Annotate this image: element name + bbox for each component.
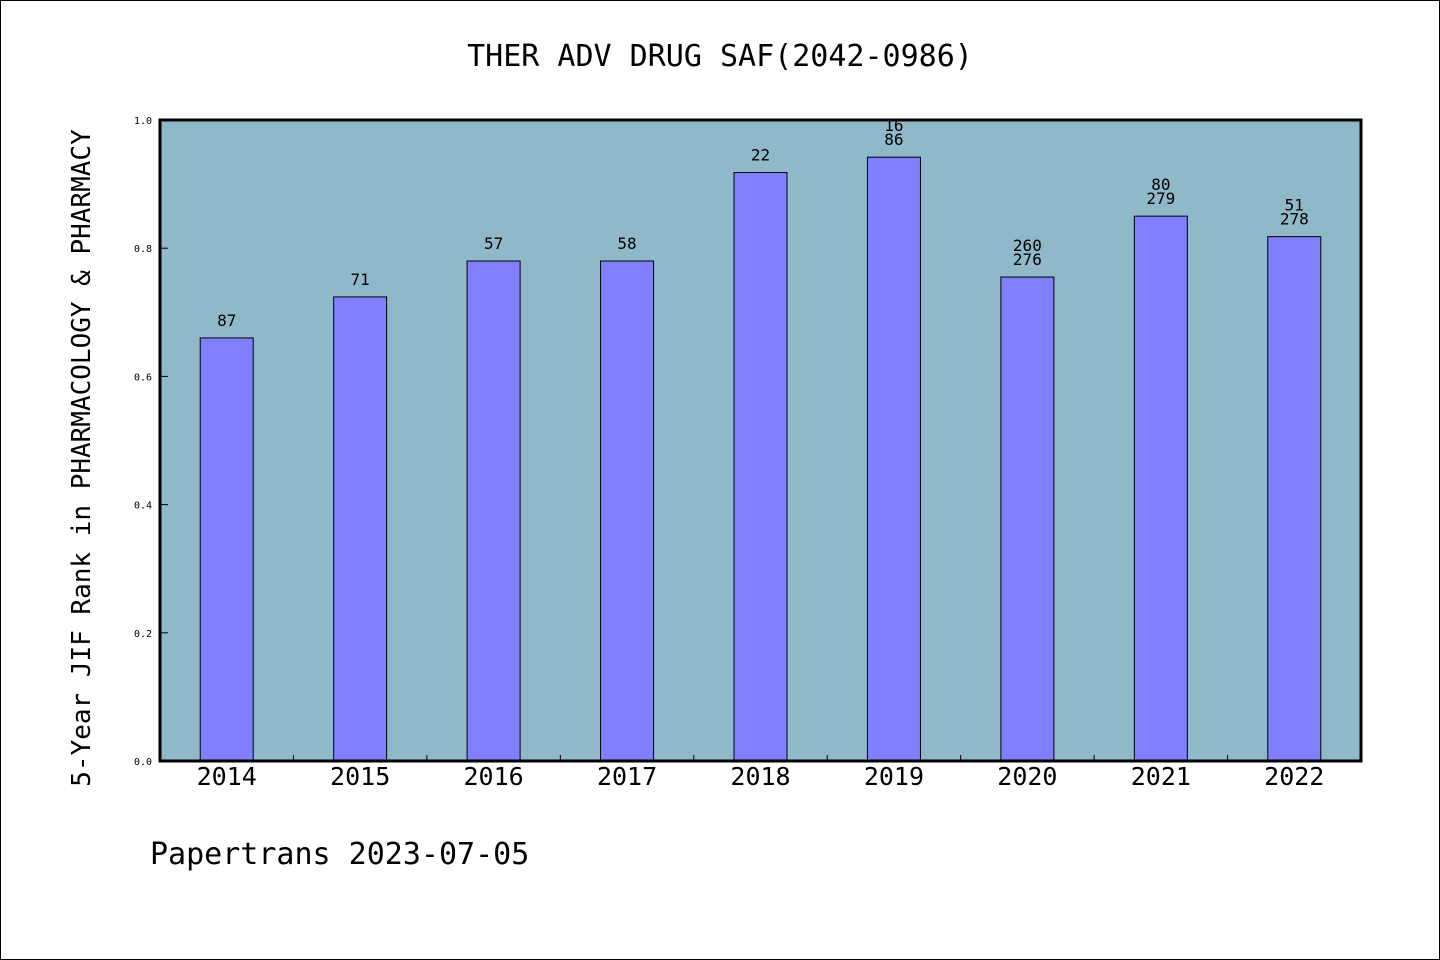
plot-border [158,118,1363,763]
footer-text: Papertrans 2023-07-05 [150,837,529,872]
bar-2019 [866,156,921,762]
bar-2017 [600,260,655,762]
data-label: 80 [1151,175,1170,194]
x-tick-label: 2017 [597,762,657,791]
y-tick-label: 0.2 [134,629,152,640]
bar-2021 [1133,215,1188,762]
data-label: 86 [884,130,903,149]
x-tick-label: 2020 [997,762,1057,791]
bar-2020 [1000,276,1055,762]
x-tick-label: 2019 [864,762,924,791]
axis-ticks-group: 2014 2015 2016 2017 2018 2019 2020 2021 2022 0.0 0… [134,116,1324,791]
y-tick-label: 0.4 [134,501,152,512]
x-tick-label: 2021 [1131,762,1191,791]
bar-2016 [466,260,521,762]
data-label: 71 [351,270,370,289]
x-tick-label: 2018 [730,762,790,791]
data-label: 22 [751,146,770,165]
x-tick-label: 2015 [330,762,390,791]
data-label: 279 [1146,189,1175,208]
data-label: 51 [1285,196,1304,215]
bar-2014 [199,337,254,762]
y-axis-label: 5-Year JIF Rank in PHARMACOLOGY & PHARMA… [67,129,97,787]
y-tick-label: 1.0 [134,116,152,127]
bar-2018 [733,172,788,762]
y-tick-label: 0.6 [134,372,152,383]
x-tick-label: 2014 [197,762,257,791]
chart-title: THER ADV DRUG SAF(2042-0986) [467,39,973,74]
data-label: 276 [1013,250,1042,269]
x-tick-label: 2022 [1264,762,1324,791]
y-tick-label: 0.0 [134,757,152,768]
data-label: 57 [484,234,503,253]
data-label: 260 [1013,236,1042,255]
x-tick-label: 2016 [464,762,524,791]
bar-2022 [1267,236,1322,762]
data-label: 278 [1280,210,1309,229]
data-label: 58 [617,234,636,253]
data-label: 87 [217,311,236,330]
bar-2015 [333,296,388,762]
y-tick-label: 0.8 [134,244,152,255]
